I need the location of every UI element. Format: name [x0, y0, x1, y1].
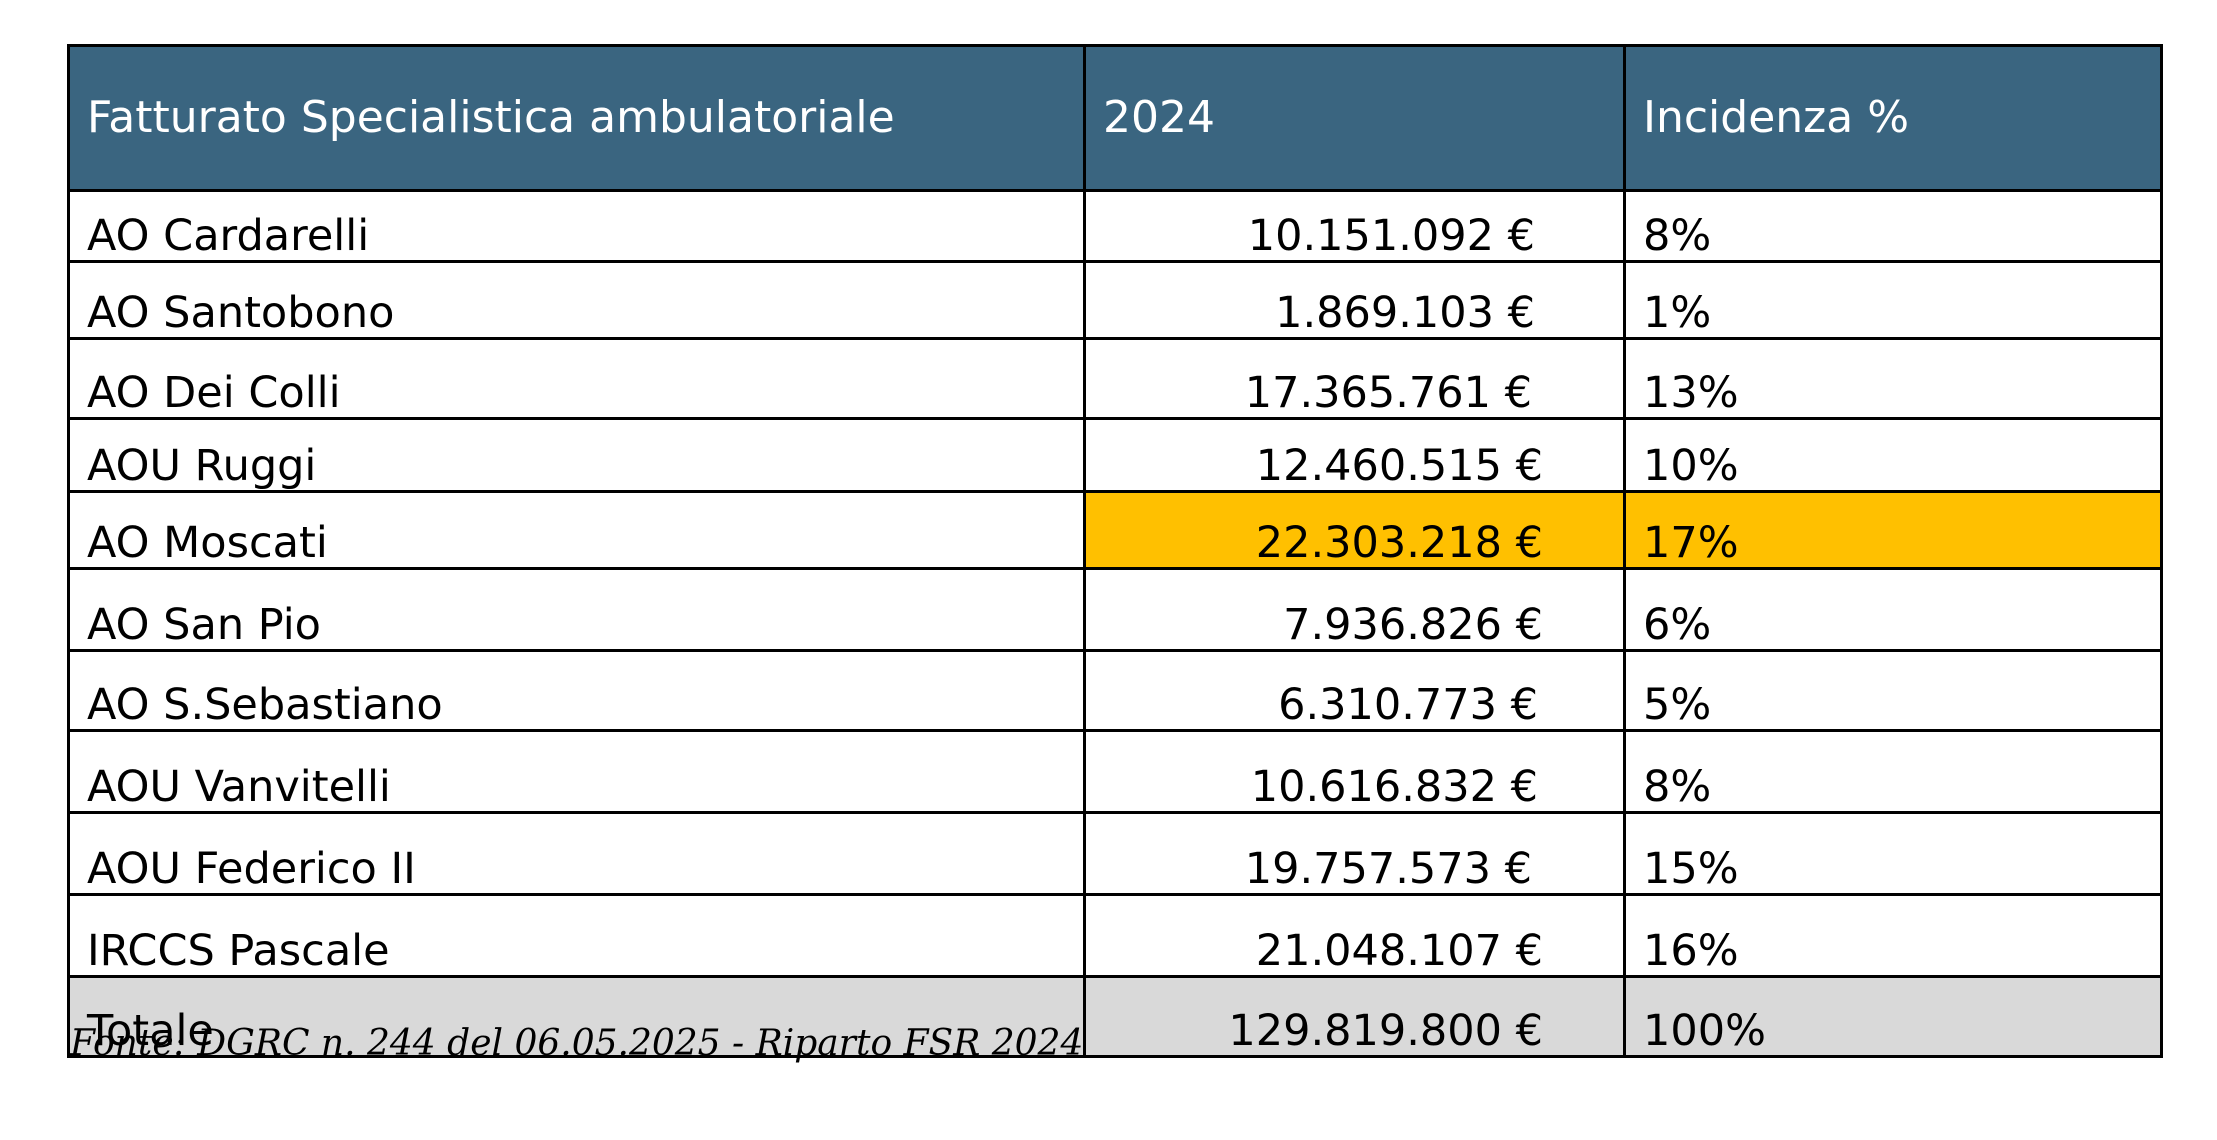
share-value: 5%: [1623, 649, 2163, 732]
revenue-value-text: 12.460.515 €: [1255, 441, 1543, 491]
table-row: AO Cardarelli 10.151.092 € 8%: [67, 189, 2163, 263]
total-row: Totale 129.819.800 € 100%: [67, 975, 2163, 1058]
revenue-value-text: 10.151.092 €: [1247, 211, 1535, 261]
total-value: 129.819.800 €: [1083, 975, 1626, 1058]
facility-name: AO San Pio: [67, 567, 1086, 652]
share-value: 8%: [1623, 189, 2163, 263]
revenue-value-text: 6.310.773 €: [1278, 680, 1538, 730]
share-value: 15%: [1623, 811, 2163, 896]
table-row: AO San Pio 7.936.826 € 6%: [67, 567, 2163, 652]
share-value-highlighted: 17%: [1623, 490, 2163, 570]
revenue-value-text: 17.365.761 €: [1244, 368, 1532, 418]
revenue-value: 17.365.761 €: [1083, 337, 1626, 420]
revenue-value-text: 22.303.218 €: [1255, 518, 1543, 568]
table-row: AOU Ruggi 12.460.515 € 10%: [67, 417, 2163, 493]
share-value: 10%: [1623, 417, 2163, 493]
revenue-value: 1.869.103 €: [1083, 260, 1626, 340]
share-value: 16%: [1623, 893, 2163, 978]
revenue-value: 10.151.092 €: [1083, 189, 1626, 263]
header-year: 2024: [1083, 44, 1626, 192]
facility-name: IRCCS Pascale: [67, 893, 1086, 978]
table-row: AOU Vanvitelli 10.616.832 € 8%: [67, 729, 2163, 814]
header-facility: Fatturato Specialistica ambulatoriale: [67, 44, 1086, 192]
table-row: AO Dei Colli 17.365.761 € 13%: [67, 337, 2163, 420]
facility-name: AO Cardarelli: [67, 189, 1086, 263]
revenue-value: 6.310.773 €: [1083, 649, 1626, 732]
table-row: AO Santobono 1.869.103 € 1%: [67, 260, 2163, 340]
revenue-value-highlighted: 22.303.218 €: [1083, 490, 1626, 570]
revenue-value-text: 1.869.103 €: [1275, 288, 1535, 338]
revenue-value-text: 21.048.107 €: [1255, 926, 1543, 976]
facility-name: AOU Ruggi: [67, 417, 1086, 493]
revenue-value-text: 19.757.573 €: [1244, 844, 1532, 894]
share-value: 6%: [1623, 567, 2163, 652]
share-value: 1%: [1623, 260, 2163, 340]
revenue-value-text: 7.936.826 €: [1283, 600, 1543, 650]
total-share: 100%: [1623, 975, 2163, 1058]
revenue-value: 12.460.515 €: [1083, 417, 1626, 493]
table-row: AOU Federico II 19.757.573 € 15%: [67, 811, 2163, 896]
facility-name: AOU Vanvitelli: [67, 729, 1086, 814]
facility-name: AO Santobono: [67, 260, 1086, 340]
revenue-value: 19.757.573 €: [1083, 811, 1626, 896]
header-share: Incidenza %: [1623, 44, 2163, 192]
facility-name: AO S.Sebastiano: [67, 649, 1086, 732]
revenue-table: Fatturato Specialistica ambulatoriale 20…: [67, 44, 2163, 1058]
revenue-value-text: 10.616.832 €: [1250, 762, 1538, 812]
revenue-value: 10.616.832 €: [1083, 729, 1626, 814]
facility-name: AO Moscati: [67, 490, 1086, 570]
facility-name: AO Dei Colli: [67, 337, 1086, 420]
source-note: Fonte: DGRC n. 244 del 06.05.2025 - Ripa…: [70, 1023, 1084, 1064]
table-row: IRCCS Pascale 21.048.107 € 16%: [67, 893, 2163, 978]
total-label: Totale: [67, 975, 1086, 1058]
header-row: Fatturato Specialistica ambulatoriale 20…: [67, 44, 2163, 192]
table-row: AO S.Sebastiano 6.310.773 € 5%: [67, 649, 2163, 732]
table-body: AO Cardarelli 10.151.092 € 8% AO Santobo…: [67, 189, 2163, 1058]
total-value-text: 129.819.800 €: [1228, 1006, 1543, 1056]
facility-name: AOU Federico II: [67, 811, 1086, 896]
revenue-value: 21.048.107 €: [1083, 893, 1626, 978]
share-value: 13%: [1623, 337, 2163, 420]
revenue-value: 7.936.826 €: [1083, 567, 1626, 652]
table-header: Fatturato Specialistica ambulatoriale 20…: [67, 44, 2163, 192]
table-row: AO Moscati 22.303.218 € 17%: [67, 490, 2163, 570]
share-value: 8%: [1623, 729, 2163, 814]
